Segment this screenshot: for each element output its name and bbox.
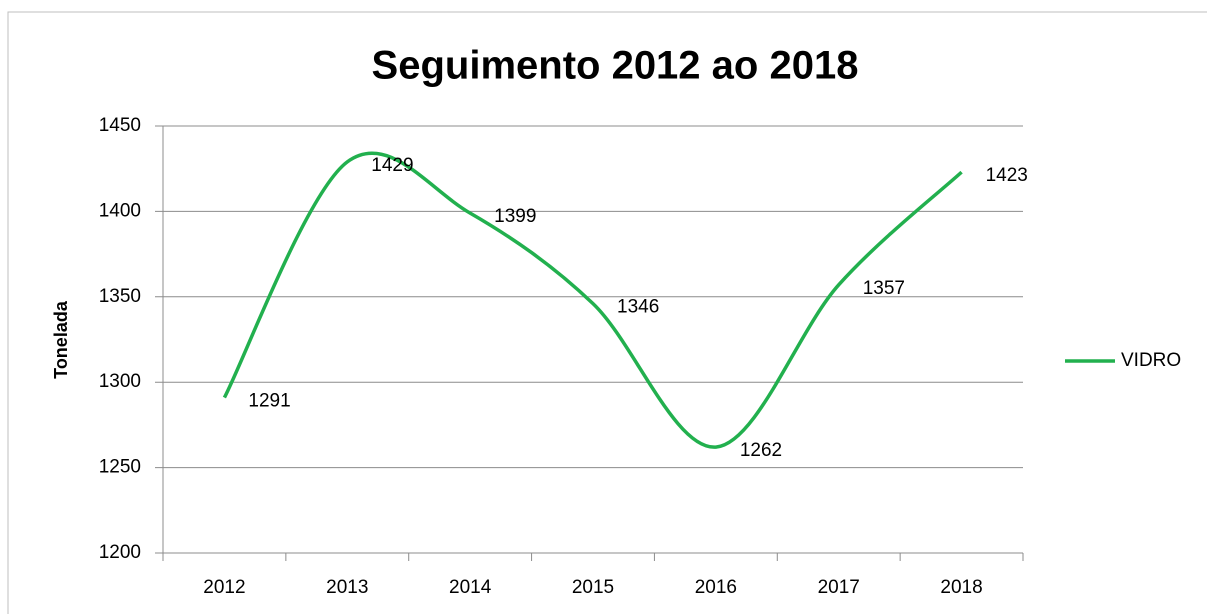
legend-label: VIDRO [1121,350,1181,371]
data-label: 1429 [371,155,413,176]
data-label: 1291 [248,391,290,412]
data-label: 1357 [863,278,905,299]
y-tick-label: 1450 [99,115,141,136]
y-tick-label: 1400 [99,200,141,221]
data-label: 1399 [494,206,536,227]
chart-border [7,11,1207,614]
y-tick-label: 1300 [99,371,141,392]
x-tick-label: 2013 [326,577,368,598]
y-tick-label: 1250 [99,457,141,478]
x-tick-label: 2012 [203,577,245,598]
x-tick-label: 2016 [695,577,737,598]
data-label: 1262 [740,440,782,461]
x-tick-label: 2015 [572,577,614,598]
x-tick-label: 2018 [940,577,982,598]
y-tick-label: 1350 [99,286,141,307]
series-line [222,151,963,449]
x-tick-label: 2014 [449,577,492,598]
y-tick-label: 1200 [99,542,141,563]
y-axis-label: Tonelada [51,300,71,379]
chart-title: Seguimento 2012 ao 2018 [372,44,859,88]
x-tick-label: 2017 [818,577,860,598]
data-label: 1423 [986,165,1028,186]
data-label: 1346 [617,297,659,318]
